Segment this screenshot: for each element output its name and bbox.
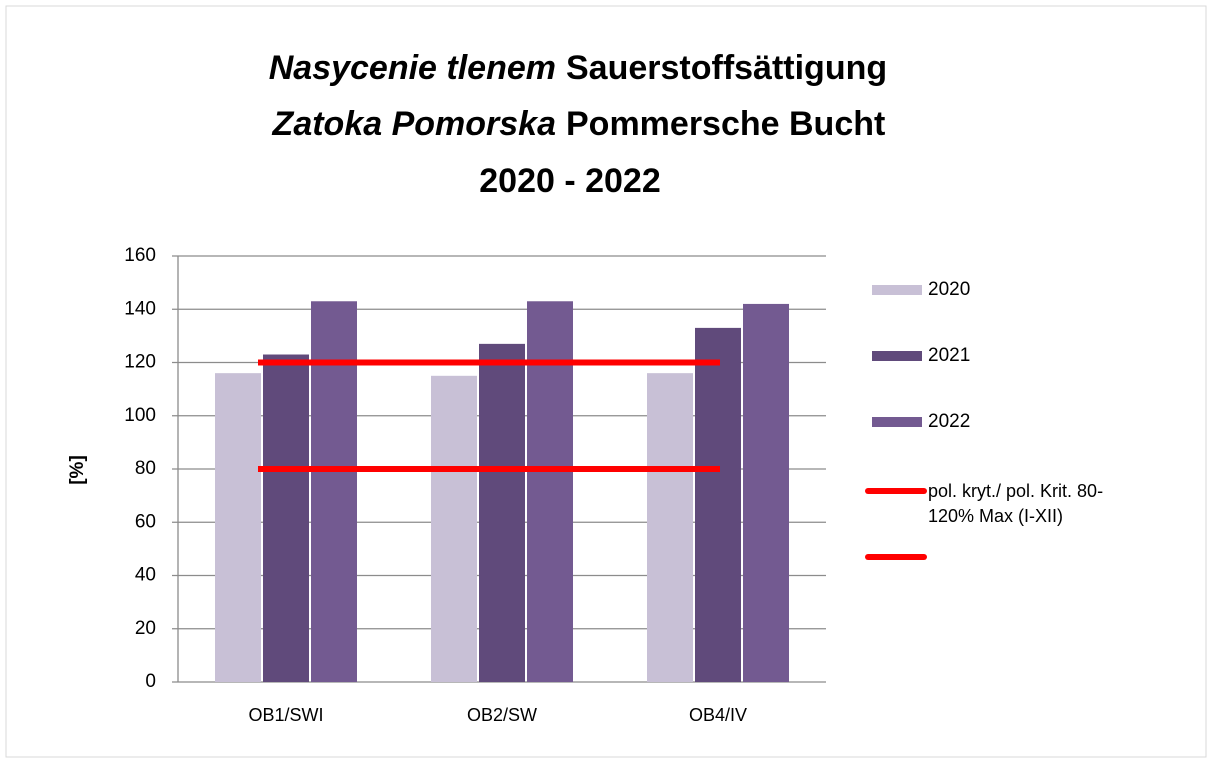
y-tick-label: 40 xyxy=(135,565,156,586)
y-axis-label: [%] xyxy=(67,455,88,485)
x-tick-label: OB4/IV xyxy=(689,705,747,725)
legend-swatch xyxy=(872,285,922,295)
legend-swatch xyxy=(872,351,922,361)
bar xyxy=(527,301,573,682)
chart-title: Zatoka Pomorska xyxy=(272,105,556,143)
y-tick-label: 0 xyxy=(145,671,156,692)
legend-label: 2021 xyxy=(928,345,970,366)
bar xyxy=(215,373,261,682)
y-tick-label: 60 xyxy=(135,511,156,532)
bar xyxy=(743,303,789,682)
chart-title: 2020 - 2022 xyxy=(479,162,661,200)
legend-label: 2020 xyxy=(928,279,970,300)
frame xyxy=(5,5,1207,758)
chart-title: Nasycenie tlenem xyxy=(269,49,556,87)
x-tick-label: OB2/SW xyxy=(467,705,537,725)
y-tick-label: 20 xyxy=(135,618,156,639)
y-tick-label: 140 xyxy=(124,298,156,319)
chart-title: Sauerstoffsättigung xyxy=(566,49,887,87)
chart-title: Pommersche Bucht xyxy=(566,105,885,143)
bar xyxy=(311,301,357,682)
bar xyxy=(431,375,477,682)
y-tick-label: 80 xyxy=(135,458,156,479)
legend-label: pol. kryt./ pol. Krit. 80-120% Max (I-XI… xyxy=(928,481,1104,526)
y-tick-label: 120 xyxy=(124,352,156,373)
y-tick-label: 100 xyxy=(124,405,156,426)
bar xyxy=(479,343,525,682)
y-tick-label: 160 xyxy=(124,245,156,266)
bar xyxy=(647,373,693,682)
legend-label: 2022 xyxy=(928,411,970,432)
legend-swatch xyxy=(872,417,922,427)
x-tick-label: OB1/SWI xyxy=(248,705,323,725)
bar xyxy=(695,327,741,682)
bar xyxy=(263,354,309,682)
